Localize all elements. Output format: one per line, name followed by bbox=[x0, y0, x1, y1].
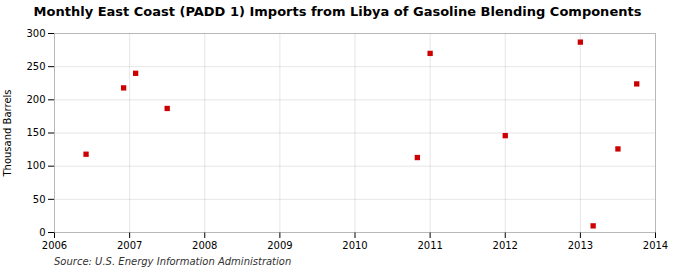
svg-text:2009: 2009 bbox=[267, 240, 292, 251]
svg-text:2011: 2011 bbox=[417, 240, 442, 251]
svg-text:300: 300 bbox=[26, 28, 45, 39]
svg-text:2008: 2008 bbox=[192, 240, 217, 251]
svg-text:100: 100 bbox=[26, 160, 45, 171]
svg-text:2010: 2010 bbox=[342, 240, 367, 251]
svg-text:2013: 2013 bbox=[568, 240, 593, 251]
svg-text:Thousand Barrels: Thousand Barrels bbox=[2, 89, 13, 177]
html-text:Source: U.S. Energy Informatio: Source: U.S. Energy Information Administ… bbox=[54, 256, 292, 267]
svg-text:200: 200 bbox=[26, 94, 45, 105]
svg-text:2014: 2014 bbox=[643, 240, 668, 251]
html-text:Monthly East Coast (PADD 1) Im: Monthly East Coast (PADD 1) Imports from… bbox=[33, 4, 642, 19]
svg-text:2007: 2007 bbox=[117, 240, 142, 251]
svg-text:2012: 2012 bbox=[493, 240, 518, 251]
svg-text:250: 250 bbox=[26, 61, 45, 72]
svg-text:0: 0 bbox=[39, 227, 45, 238]
svg-text:150: 150 bbox=[26, 127, 45, 138]
svg-text:50: 50 bbox=[33, 194, 46, 205]
svg-text:2006: 2006 bbox=[42, 240, 67, 251]
